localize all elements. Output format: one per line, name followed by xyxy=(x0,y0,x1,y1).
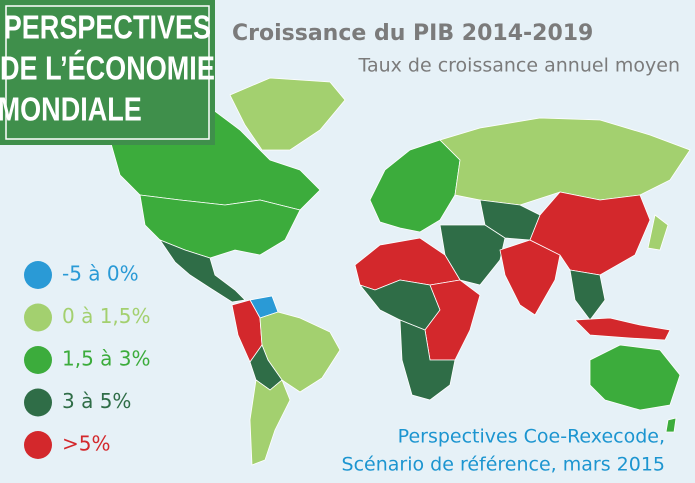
region xyxy=(529,191,651,276)
legend-label: -5 à 0% xyxy=(62,262,139,286)
region xyxy=(569,269,606,321)
legend-label: 1,5 à 3% xyxy=(62,347,151,371)
source-line: Perspectives Coe-Rexecode, xyxy=(398,426,665,448)
region xyxy=(589,344,681,411)
region xyxy=(399,319,456,401)
legend-swatch xyxy=(24,261,52,289)
badge-border xyxy=(5,5,210,140)
legend-label: 0 à 1,5% xyxy=(62,304,151,328)
legend-swatch xyxy=(24,431,52,459)
region xyxy=(665,417,677,433)
badge-line: MONDIALE xyxy=(0,92,142,128)
badge-line: PERSPECTIVES xyxy=(4,10,211,46)
region xyxy=(647,214,669,251)
subtitle: Taux de croissance annuel moyen xyxy=(357,55,680,77)
legend-label: 3 à 5% xyxy=(62,389,131,413)
badge-line: DE L’ÉCONOMIE xyxy=(0,50,215,87)
region xyxy=(158,239,246,303)
legend-label: >5% xyxy=(62,432,111,456)
legend-swatch xyxy=(24,346,52,374)
region xyxy=(249,379,291,466)
title: Croissance du PIB 2014-2019 xyxy=(232,21,593,46)
legend-swatch xyxy=(24,303,52,332)
source-line: Scénario de référence, mars 2015 xyxy=(342,454,665,476)
legend: -5 à 0% 0 à 1,5% 1,5 à 3% 3 à 5% >5% xyxy=(24,261,151,459)
badge xyxy=(0,0,215,145)
region xyxy=(229,77,346,151)
region xyxy=(574,317,671,341)
legend-swatch xyxy=(24,388,52,417)
